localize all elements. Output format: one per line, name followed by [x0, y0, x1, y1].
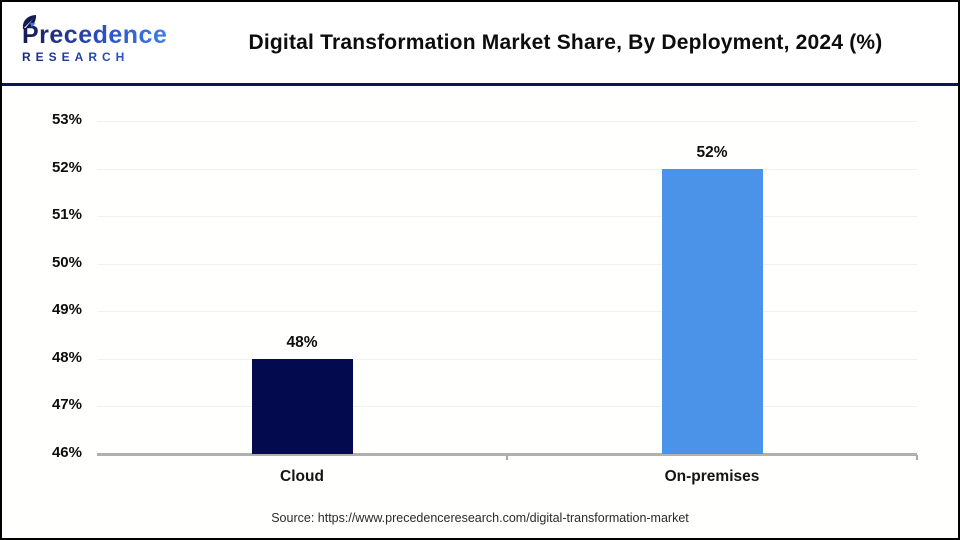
brand-logo-row: Precedence [22, 14, 187, 49]
bar-value-label: 52% [696, 143, 728, 161]
gridline-51 [97, 216, 917, 218]
gridline-52 [97, 168, 917, 170]
gridline-50 [97, 263, 917, 265]
source-line: Source: https://www.precedenceresearch.c… [271, 511, 689, 525]
brand-logo: Precedence RESEARCH [2, 14, 187, 63]
y-axis-tick-label: 48% [51, 348, 82, 366]
x-category-label: On-premises [664, 468, 760, 485]
gridline-48 [97, 358, 917, 360]
bar-on-premises [661, 168, 763, 454]
header: Precedence RESEARCH Digital Transformati… [2, 2, 958, 86]
x-axis-tick [916, 455, 918, 460]
y-axis-tick-label: 47% [51, 396, 82, 414]
y-axis-tick-label: 51% [51, 206, 82, 224]
y-axis-tick-label: 46% [51, 444, 82, 461]
leaf-icon [21, 14, 39, 36]
brand-subtitle: RESEARCH [22, 51, 187, 63]
brand-name: Precedence [22, 20, 168, 49]
y-axis-tick-label: 50% [51, 253, 82, 271]
bar-cloud [251, 358, 353, 454]
y-axis-tick-label: 53% [51, 111, 82, 128]
gridline-53 [97, 121, 917, 122]
gridline-47 [97, 406, 917, 408]
y-axis-tick-label: 52% [51, 158, 82, 176]
chart-title: Digital Transformation Market Share, By … [248, 30, 883, 54]
y-axis-tick-label: 49% [51, 301, 82, 319]
x-category-label: Cloud [280, 468, 324, 485]
title-wrap: Digital Transformation Market Share, By … [187, 31, 958, 55]
gridline-49 [97, 311, 917, 313]
x-axis-line [97, 453, 917, 456]
chart-area: 46% 47% 48% 49% 50% 51% 52% 53% 48% Cloud 52% On-pr… [2, 89, 958, 538]
x-axis-tick [506, 455, 508, 460]
bar-value-label: 48% [286, 333, 318, 351]
